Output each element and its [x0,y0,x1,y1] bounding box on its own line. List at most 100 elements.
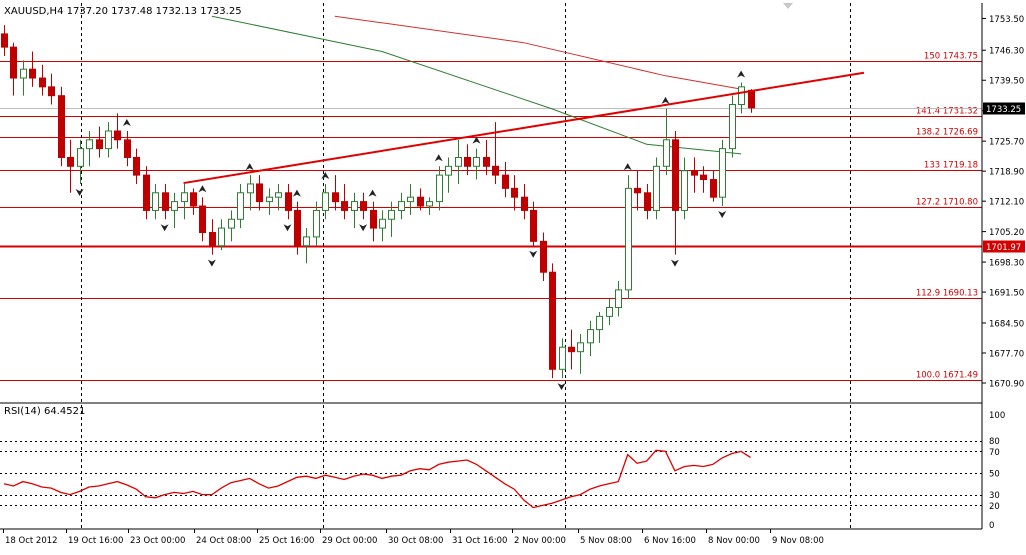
price-tick-label: 1677.70 [989,349,1024,359]
time-tick-label: 2 Nov 00:00 [514,536,566,546]
candle [247,175,254,211]
candle-body [303,236,310,247]
candle-body [86,139,93,150]
candle-body [370,209,377,229]
fractal-up-icon [472,136,481,144]
candle-body [351,201,358,211]
candle-body [568,346,575,353]
candle-body [407,196,414,203]
fractal-up-icon [368,189,377,197]
current-price-label: 1733.25 [986,105,1021,115]
fib-label: 127.2 1710.80 [916,198,978,208]
time-tick-label: 29 Oct 00:00 [322,536,377,546]
candle [67,139,74,193]
chart-shift-marker[interactable] [783,3,793,9]
rsi-level-label: 20 [989,502,1000,512]
candle-body [719,148,726,198]
time-tick-label: 5 Nov 08:00 [580,536,632,546]
candle-body [237,192,244,220]
candle-body [587,329,594,344]
fractal-up-icon [292,189,301,197]
fractal-up-icon [661,96,670,104]
candle [190,188,197,215]
candle [587,320,594,357]
candle-body [285,192,292,211]
candle-body [77,148,84,167]
candle [379,210,386,242]
candle [417,188,424,211]
candle [738,82,745,114]
candle-body [634,187,641,194]
candle [114,113,121,149]
candle-body [162,192,169,211]
fractal-up-icon [737,70,746,78]
fractals [75,70,746,391]
candle-body [199,205,206,233]
candle [181,183,188,220]
candle [540,232,547,282]
trendline[interactable] [183,71,865,185]
candle-body [1,33,8,48]
fractal-down-icon [557,383,566,391]
candle [436,166,443,211]
candle [96,126,103,158]
candle [464,144,471,176]
candle [634,170,641,211]
candle [530,201,537,246]
candle-body [455,156,462,167]
price-tick-label: 1684.50 [989,319,1024,329]
moving-average-slow [334,15,742,90]
fractal-down-icon [670,259,679,267]
candle-body [549,271,556,370]
candle [228,210,235,242]
candle-body [133,156,140,176]
candle [502,161,509,198]
candle [370,201,377,242]
candle [77,139,84,184]
current-price-badge [983,102,1025,115]
fractal-up-icon [122,118,131,126]
candle [360,192,367,220]
time-tick-label: 30 Oct 08:00 [388,536,443,546]
rsi-level-label: 70 [989,448,1000,458]
time-tick-label: 23 Oct 00:00 [130,536,185,546]
candle [124,130,131,167]
price-tick-label: 1718.90 [989,168,1024,178]
candle [332,175,339,211]
candle-body [653,165,660,211]
candle [691,157,698,193]
candle [473,148,480,180]
candle [162,183,169,220]
candle [672,130,679,255]
trendline-segment[interactable] [183,71,865,185]
candle-body [436,174,443,203]
candle-body [502,174,509,189]
candle-body [322,192,329,211]
candle [351,192,358,229]
candle-body [10,46,17,79]
candle [549,263,556,379]
candle [653,157,660,220]
fib-label: 112.9 1690.13 [916,289,978,299]
candle-body [596,315,603,331]
candle-body [445,165,452,176]
candle [341,183,348,220]
candle-body [228,218,235,229]
candles [1,25,755,379]
candle [29,51,36,87]
candle-body [729,104,736,150]
fib-label: 150 1743.75 [924,52,978,62]
candle [729,95,736,158]
candle [143,166,150,220]
time-tick-label: 25 Oct 16:00 [259,536,314,546]
candle-body [559,346,566,370]
candle-body [521,196,528,211]
candle [285,183,292,220]
candle-body [171,201,178,211]
fractal-down-icon [529,250,538,258]
candle [455,139,462,184]
price-tick-label: 1753.50 [989,15,1024,25]
candle-body [360,201,367,211]
